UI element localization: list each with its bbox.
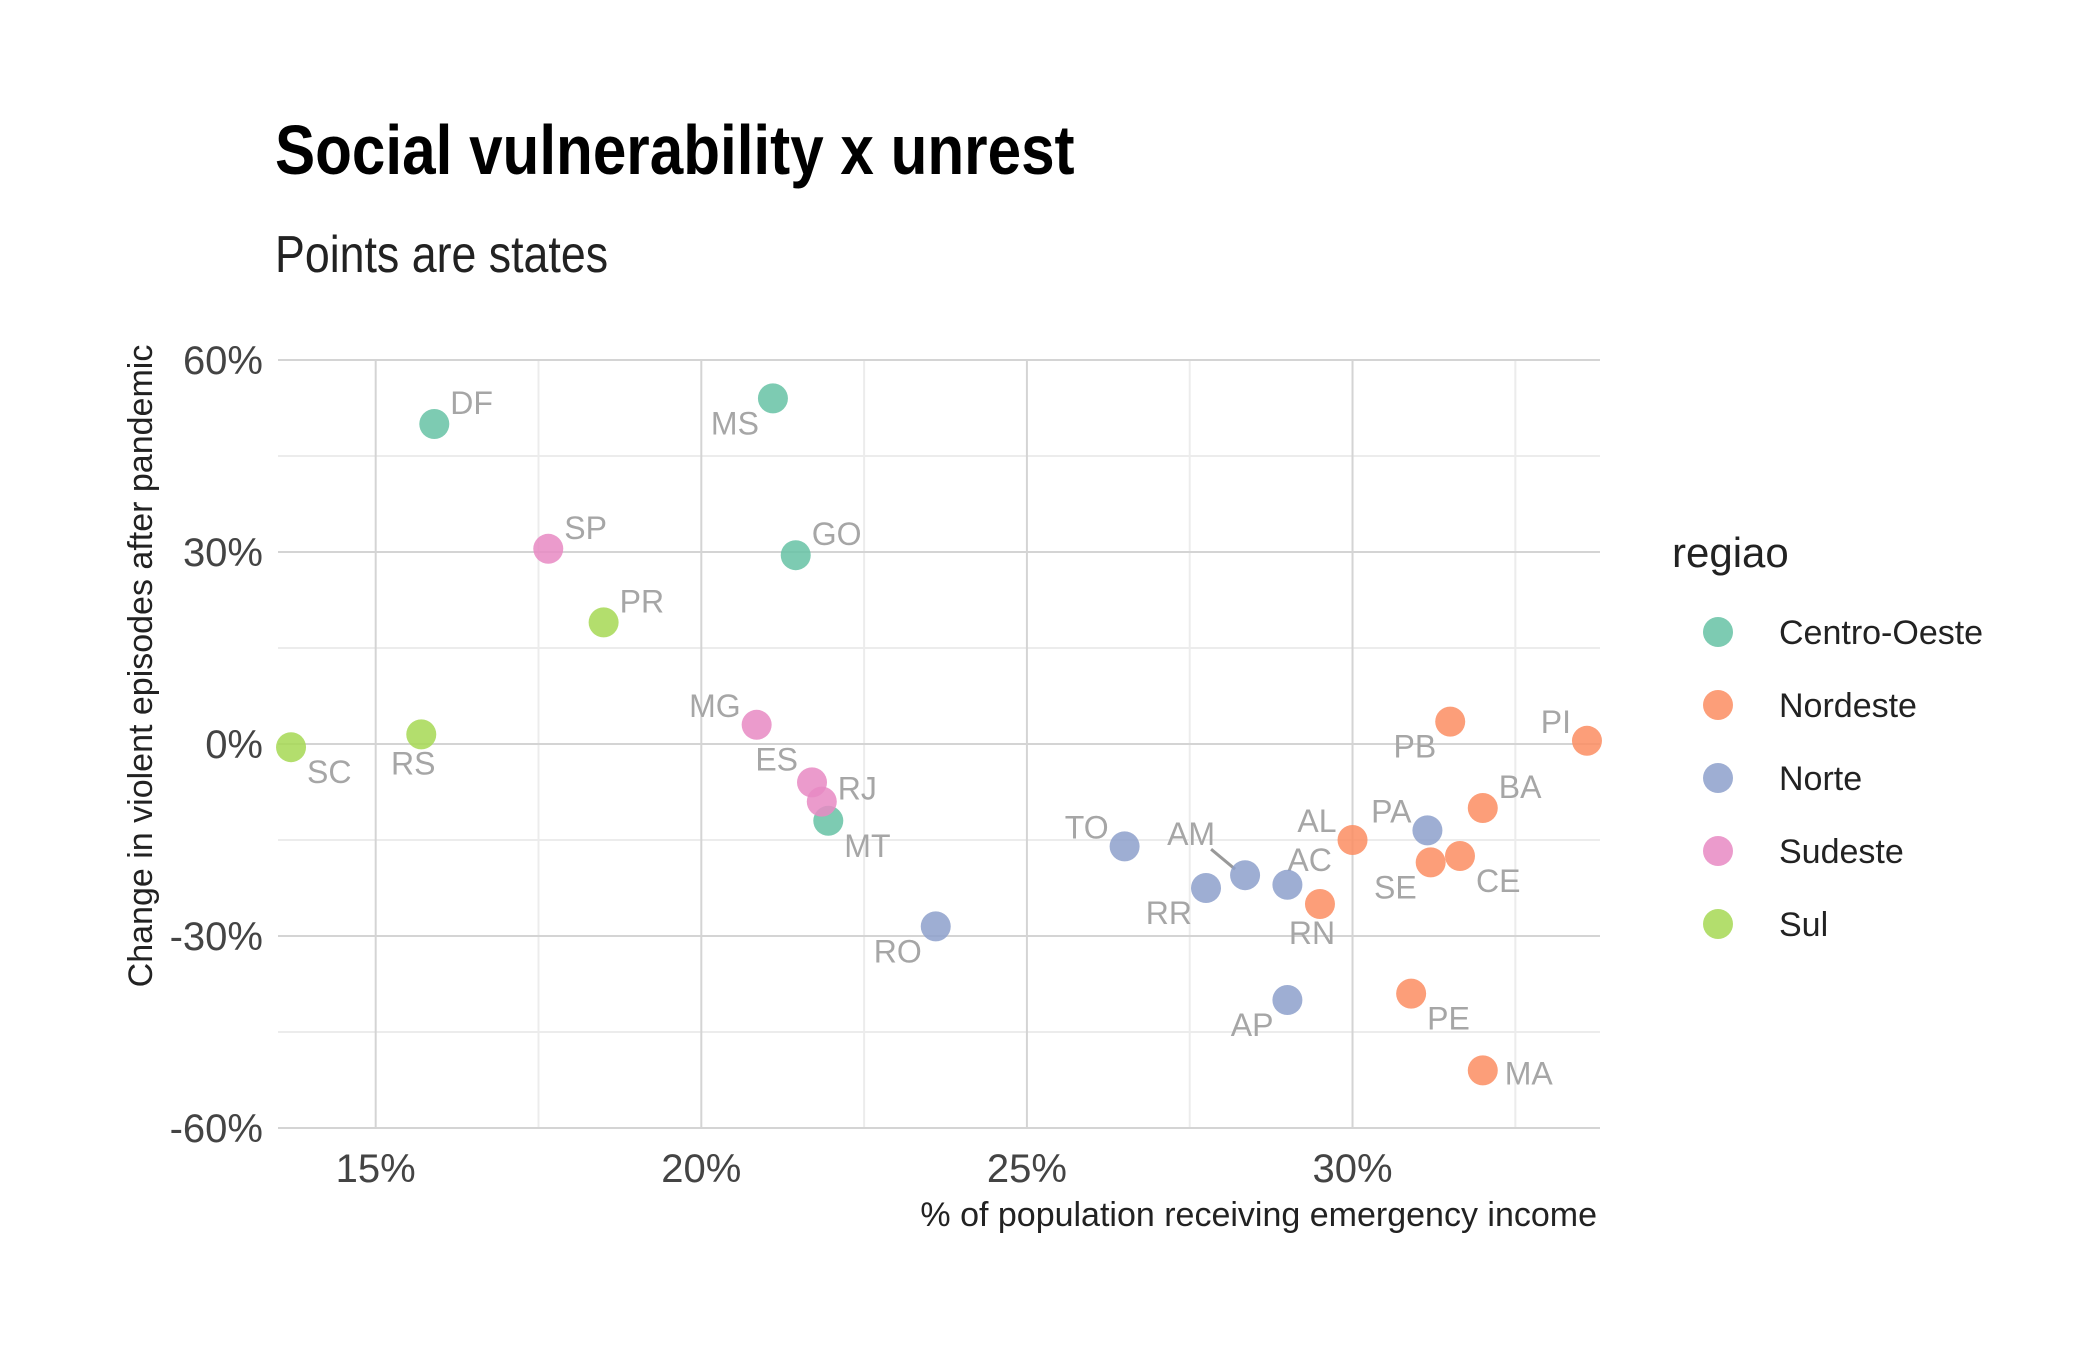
point-label-mt: MT xyxy=(844,828,890,864)
point-label-pi: PI xyxy=(1541,704,1571,740)
y-tick-label: -60% xyxy=(170,1107,263,1151)
legend-label: Norte xyxy=(1779,760,1862,798)
legend-label: Nordeste xyxy=(1779,687,1917,725)
point-label-to: TO xyxy=(1065,809,1109,845)
data-point-rr xyxy=(1191,873,1222,903)
data-point-ms xyxy=(757,383,788,414)
data-point-pi xyxy=(1571,725,1602,756)
data-point-mg xyxy=(741,709,772,740)
point-label-ba: BA xyxy=(1499,769,1542,805)
data-point-ap xyxy=(1272,985,1303,1015)
point-label-es: ES xyxy=(755,741,798,777)
legend-key-centro-oeste xyxy=(1703,617,1733,647)
point-label-ms: MS xyxy=(711,405,759,441)
point-label-se: SE xyxy=(1374,869,1417,905)
data-point-df xyxy=(419,409,450,439)
y-tick-label: 30% xyxy=(183,531,263,575)
data-point-pe xyxy=(1396,978,1427,1009)
data-point-rn xyxy=(1304,889,1335,919)
data-point-pb xyxy=(1435,706,1466,737)
legend-key-sudeste xyxy=(1703,836,1733,866)
legend-label: Centro-Oeste xyxy=(1779,614,1983,652)
x-tick-label: 20% xyxy=(661,1147,741,1191)
data-point-go xyxy=(780,540,811,571)
point-label-df: DF xyxy=(450,385,493,421)
data-point-rs xyxy=(406,719,437,750)
point-label-go: GO xyxy=(812,516,862,552)
data-point-ac xyxy=(1272,869,1303,900)
label-leader-line xyxy=(1210,848,1237,871)
data-point-sp xyxy=(533,533,564,564)
point-label-sp: SP xyxy=(564,510,607,546)
point-label-ro: RO xyxy=(874,933,922,969)
legend-title: regiao xyxy=(1672,529,1789,576)
point-label-pa: PA xyxy=(1371,793,1412,829)
data-point-pa xyxy=(1412,815,1443,846)
chart-subtitle: Points are states xyxy=(275,226,609,284)
point-label-al: AL xyxy=(1297,803,1336,839)
data-point-ce xyxy=(1444,841,1475,871)
point-label-pb: PB xyxy=(1394,729,1437,765)
point-label-am: AM xyxy=(1167,816,1215,852)
y-axis-title: Change in violent episodes after pandemi… xyxy=(122,345,160,988)
point-label-ce: CE xyxy=(1476,863,1520,899)
data-point-to xyxy=(1109,831,1140,862)
point-label-ap: AP xyxy=(1231,1007,1274,1043)
data-point-ro xyxy=(920,911,951,942)
grid xyxy=(278,359,1600,1129)
x-tick-label: 25% xyxy=(987,1147,1067,1191)
data-point-al xyxy=(1337,825,1368,855)
point-label-rs: RS xyxy=(391,745,435,781)
y-tick-label: 60% xyxy=(183,339,263,383)
data-point-se xyxy=(1415,847,1446,878)
data-point-ma xyxy=(1467,1055,1498,1086)
y-tick-label: -30% xyxy=(170,915,263,959)
chart-title: Social vulnerability x unrest xyxy=(275,111,1075,189)
legend-key-sul xyxy=(1703,909,1733,939)
point-label-pe: PE xyxy=(1427,1001,1470,1037)
legend-label: Sudeste xyxy=(1779,833,1904,871)
point-label-pr: PR xyxy=(620,583,664,619)
x-tick-label: 15% xyxy=(336,1147,416,1191)
point-label-mg: MG xyxy=(689,688,741,724)
data-point-rj xyxy=(806,786,837,817)
point-label-rj: RJ xyxy=(838,771,877,807)
data-point-am xyxy=(1230,860,1261,891)
data-point-pr xyxy=(588,607,619,638)
data-points xyxy=(276,383,1602,1086)
axis-ticks: 15% 20% 25% 30% 60% 30% 0% -30% -60% xyxy=(170,339,1393,1191)
point-label-rr: RR xyxy=(1146,895,1192,931)
legend-label: Sul xyxy=(1779,906,1828,944)
point-label-ma: MA xyxy=(1505,1055,1554,1091)
point-label-sc: SC xyxy=(307,754,351,790)
data-point-sc xyxy=(276,732,307,763)
legend-key-nordeste xyxy=(1703,690,1733,720)
legend: regiao Centro-Oeste Nordeste Norte Sudeste S… xyxy=(1672,529,1983,944)
legend-key-norte xyxy=(1703,763,1733,793)
data-point-ba xyxy=(1467,793,1498,823)
x-tick-label: 30% xyxy=(1313,1147,1393,1191)
x-axis-title: % of population receiving emergency inco… xyxy=(920,1196,1597,1234)
point-label-rn: RN xyxy=(1289,915,1335,951)
y-tick-label: 0% xyxy=(205,723,263,767)
